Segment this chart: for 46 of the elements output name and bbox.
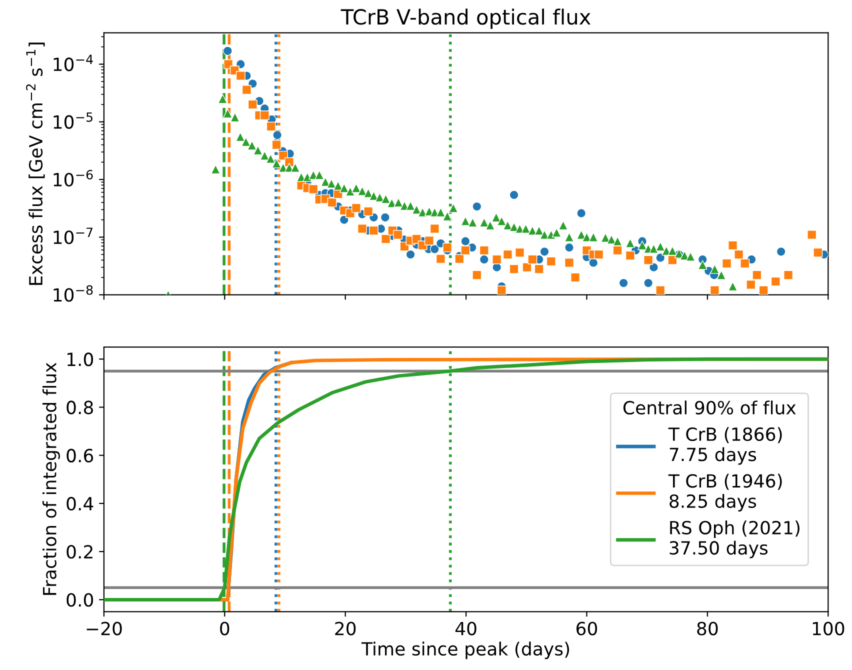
x-tick-label: 0	[220, 622, 230, 636]
point	[509, 190, 519, 200]
point	[588, 258, 598, 268]
point	[540, 246, 550, 256]
y-tick-label: 10$^{−8}$	[54, 285, 93, 302]
point	[380, 212, 390, 222]
point	[460, 236, 470, 246]
point	[406, 250, 416, 260]
chart-title: TCrB V-band optical flux	[340, 8, 591, 29]
y-tick-label: 1.0	[67, 352, 94, 366]
point	[776, 246, 786, 256]
point	[618, 278, 628, 288]
y-tick-label: 10$^{−4}$	[54, 54, 93, 72]
legend-label: T CrB (1866) 7.75 days	[668, 427, 782, 465]
legend-label: T CrB (1946) 8.25 days	[668, 474, 782, 512]
x-tick-label: 40	[455, 622, 476, 636]
x-axis-title: Time since peak (days)	[361, 642, 570, 660]
point	[472, 202, 482, 212]
y-axis-title: Fraction of integrated flux	[42, 362, 60, 595]
y-tick-label: 0.2	[66, 545, 92, 559]
y-tick-label: 0.4	[66, 496, 94, 511]
point	[576, 208, 586, 218]
y-axis-title: Excess flux [GeV cm$^{−2}$ s$^{−1}$]	[26, 42, 45, 285]
y-tick-label: 0.6	[66, 448, 94, 462]
y-tick-label: 0.8	[66, 400, 93, 414]
x-tick-label: 60	[576, 622, 598, 636]
legend-label: RS Oph (2021) 37.50 days	[670, 520, 800, 558]
y-tick-label: 0.0	[66, 593, 94, 607]
point	[272, 130, 282, 140]
y-tick-label: 10$^{−5}$	[54, 112, 92, 129]
x-tick-label: −20	[86, 622, 122, 636]
x-tick-label: 80	[697, 622, 718, 636]
y-tick-label: 10$^{−6}$	[54, 170, 93, 186]
y-tick-label: 10$^{−7}$	[54, 228, 92, 244]
x-tick-label: 20	[335, 622, 356, 636]
point	[656, 252, 666, 262]
x-tick-label: 100	[812, 622, 844, 636]
point	[222, 46, 232, 56]
point	[492, 262, 502, 272]
point	[479, 254, 489, 264]
point	[339, 215, 349, 225]
point	[644, 278, 654, 288]
point	[430, 244, 440, 254]
point	[648, 262, 658, 272]
legend-title: Central 90% of flux	[623, 400, 796, 415]
point	[564, 242, 574, 252]
